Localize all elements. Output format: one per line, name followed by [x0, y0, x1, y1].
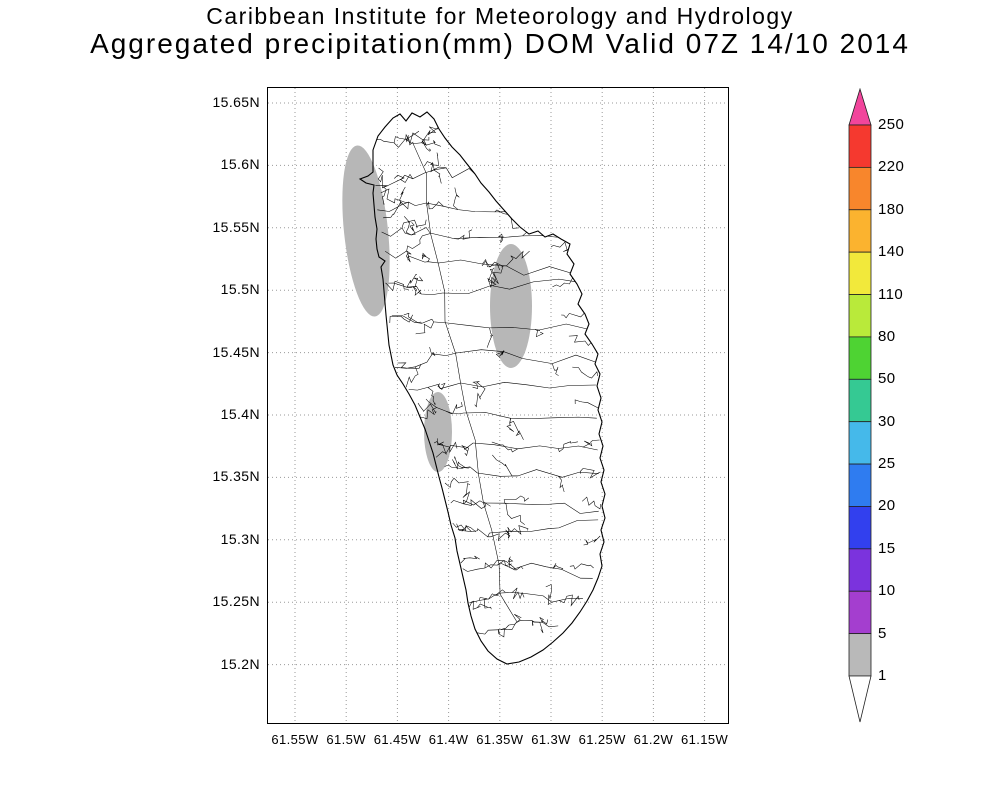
lon-tick-label: 61.4W [428, 732, 469, 747]
precip-area-central [490, 244, 532, 368]
lon-tick-label: 61.45W [373, 732, 421, 747]
lon-tick-label: 61.5W [326, 732, 366, 747]
colorbar-tick-label: 220 [878, 158, 905, 176]
colorbar-tick-label: 25 [878, 455, 896, 473]
lat-tick-label: 15.45N [212, 343, 260, 360]
page-title-line1: Caribbean Institute for Meteorology and … [206, 3, 794, 29]
colorbar-tick-label: 15 [878, 539, 896, 557]
colorbar-tick-label: 30 [878, 412, 896, 430]
lat-tick-label: 15.55N [212, 218, 260, 235]
colorbar-tick-label: 180 [878, 200, 905, 218]
colorbar-tick-label: 10 [878, 582, 896, 600]
lat-tick-label: 15.3N [220, 530, 260, 547]
precip-area-southwest [424, 392, 452, 472]
lon-tick-label: 61.3W [531, 732, 571, 747]
watershed-lines [375, 126, 601, 638]
lon-tick-label: 61.15W [680, 732, 729, 747]
colorbar-tick-label: 250 [878, 116, 905, 133]
lat-tick-label: 15.65N [212, 94, 260, 110]
page-title-line2: Aggregated precipitation(mm) DOM Valid 0… [90, 28, 910, 59]
lat-tick-label: 15.6N [220, 156, 260, 173]
grid-lines [268, 88, 728, 723]
precip-area-northwest [342, 145, 390, 317]
colorbar-tick-label: 20 [878, 497, 896, 515]
lat-tick-label: 15.35N [212, 468, 260, 485]
map-plot-area [267, 87, 729, 724]
lat-tick-label: 15.2N [220, 655, 260, 672]
colorbar-tick-label: 110 [878, 285, 904, 303]
lat-tick-label: 15.25N [212, 593, 260, 610]
precip-shaded-areas [342, 145, 532, 472]
colorbar-tick-label: 140 [878, 243, 905, 261]
coastline [358, 111, 606, 665]
colorbar-tick-label: 80 [878, 327, 896, 345]
lat-tick-label: 15.5N [220, 281, 260, 298]
colorbar-tick-label: 1 [878, 667, 887, 684]
lon-tick-label: 61.25W [578, 732, 626, 747]
dominica-map [268, 88, 728, 723]
colorbar-tick-label: 50 [878, 370, 896, 388]
lon-tick-label: 61.2W [633, 732, 674, 747]
lat-tick-label: 15.4N [220, 406, 260, 422]
lon-tick-label: 61.35W [476, 732, 524, 747]
colorbar-tick-label: 5 [878, 624, 887, 642]
colorbar [848, 88, 872, 723]
lon-tick-label: 61.55W [271, 732, 319, 747]
